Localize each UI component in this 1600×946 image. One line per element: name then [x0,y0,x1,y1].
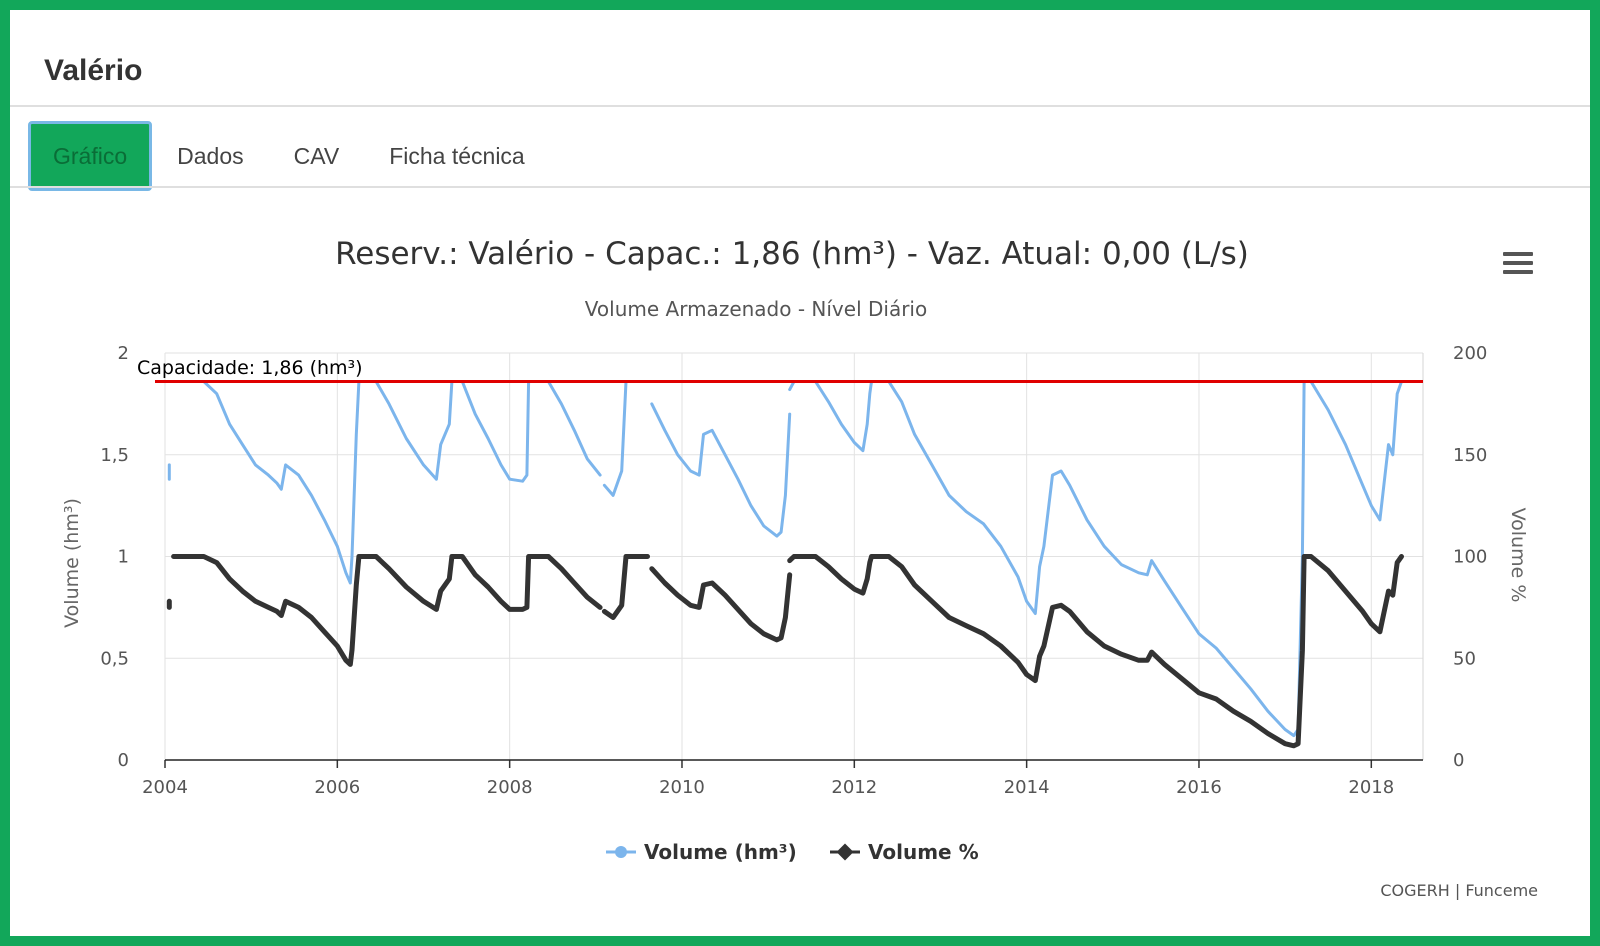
series-line-volume-pct [171,554,603,667]
x-tick-label: 2004 [142,777,188,798]
y-axis-title: Volume (hm³) [61,498,83,628]
y2-tick-label: 200 [1453,343,1487,364]
chart-title: Reserv.: Valério - Capac.: 1,86 (hm³) - … [335,236,1249,272]
tab-cav[interactable]: CAV [293,143,340,169]
x-tick-label: 2018 [1348,777,1394,798]
x-tick-label: 2006 [314,777,360,798]
plot-area: 0 0,5 1 1,5 2 0 50 100 150 200 2004 2006 2008 2010 201… [100,343,1487,798]
capacity-label: Capacidade: 1,86 (hm³) [137,357,363,379]
x-tick-label: 2008 [487,777,533,798]
y-tick-label: 1,5 [100,445,129,466]
hamburger-menu-icon[interactable] [1503,248,1533,278]
y2-tick-label: 150 [1453,445,1487,466]
legend-item-volume-hm3[interactable]: Volume (hm³) [606,840,797,864]
y-tick-label: 1 [118,547,129,568]
y2-tick-label: 50 [1453,648,1476,669]
series-line-volume-hm3 [602,380,649,497]
legend-label-volume-hm3: Volume (hm³) [644,840,797,864]
credits[interactable]: COGERH | Funceme [1380,881,1538,900]
series-line-volume-hm3 [788,380,1403,738]
y2-tick-label: 0 [1453,750,1464,771]
legend-item-volume-pct[interactable]: Volume % [830,840,979,864]
volume-chart: Reserv.: Valério - Capac.: 1,86 (hm³) - … [61,236,1538,900]
series-line-volume-hm3 [650,402,792,538]
chart-subtitle: Volume Armazenado - Nível Diário [585,297,927,321]
legend-label-volume-pct: Volume % [868,840,979,864]
y-tick-label: 0,5 [100,648,129,669]
series-line-volume-pct [787,554,1404,749]
tab-bar: Gráfico Dados CAV Ficha técnica [28,120,550,192]
page-title: Valério [44,54,143,87]
series-line-volume-pct [601,554,650,620]
tab-ficha-tecnica[interactable]: Ficha técnica [389,143,525,169]
tab-dados[interactable]: Dados [177,143,244,169]
x-tick-label: 2012 [831,777,877,798]
y-tick-label: 2 [118,343,129,364]
series-line-volume-hm3 [172,380,602,585]
y2-tick-label: 100 [1453,547,1487,568]
tabs-divider [10,186,1590,188]
y-tick-label: 0 [118,750,129,771]
y2-axis-title: Volume % [1507,508,1529,603]
x-tick-label: 2016 [1176,777,1222,798]
legend: Volume (hm³) Volume % [606,840,979,864]
chart-container: Reserv.: Valério - Capac.: 1,86 (hm³) - … [10,10,1590,936]
x-tick-label: 2014 [1004,777,1050,798]
series-line-volume-pct [649,566,793,643]
tab-grafico[interactable]: Gráfico [28,121,153,191]
x-tick-label: 2010 [659,777,705,798]
header-divider [10,105,1590,107]
